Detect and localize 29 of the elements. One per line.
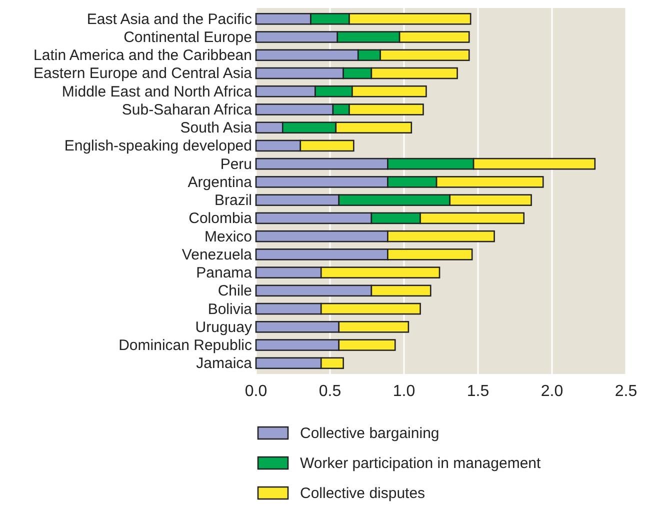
y-tick-label: Mexico — [204, 228, 252, 246]
y-tick-label: English-speaking developed — [64, 138, 252, 155]
y-tick-label: Chile — [218, 282, 252, 300]
y-tick-label: Latin America and the Caribbean — [34, 47, 252, 64]
y-tick-label: Peru — [220, 156, 252, 173]
x-tick-label: 2.5 — [614, 383, 638, 400]
y-tick-label: Bolivia — [208, 300, 253, 318]
y-tick-label: South Asia — [180, 120, 253, 137]
y-tick-label: Eastern Europe and Central Asia — [34, 65, 253, 82]
legend-label: Worker participation in management — [300, 455, 542, 472]
y-tick-label: Colombia — [188, 210, 253, 228]
x-tick-label: 1.0 — [392, 383, 416, 400]
x-tick-label: 2.0 — [540, 383, 564, 400]
y-tick-label: Brazil — [214, 192, 252, 210]
legend-label: Collective disputes — [300, 485, 426, 502]
x-tick-label: 0.0 — [244, 383, 268, 400]
legend-label: Collective bargaining — [300, 425, 440, 442]
y-tick-label: Panama — [196, 264, 253, 282]
y-tick-label: Venezuela — [182, 246, 253, 264]
y-tick-label: Continental Europe — [124, 28, 252, 46]
y-tick-label: Dominican Republic — [118, 337, 252, 354]
x-tick-label: 0.5 — [318, 383, 342, 400]
y-tick-label: Uruguay — [195, 318, 252, 336]
y-tick-label: Jamaica — [196, 355, 253, 372]
y-tick-label: Middle East and North Africa — [62, 83, 253, 100]
x-tick-label: 1.5 — [466, 383, 490, 400]
y-tick-label: Sub-Saharan Africa — [122, 101, 253, 118]
y-tick-label: Argentina — [188, 174, 253, 191]
y-tick-label: East Asia and the Pacific — [86, 10, 252, 28]
